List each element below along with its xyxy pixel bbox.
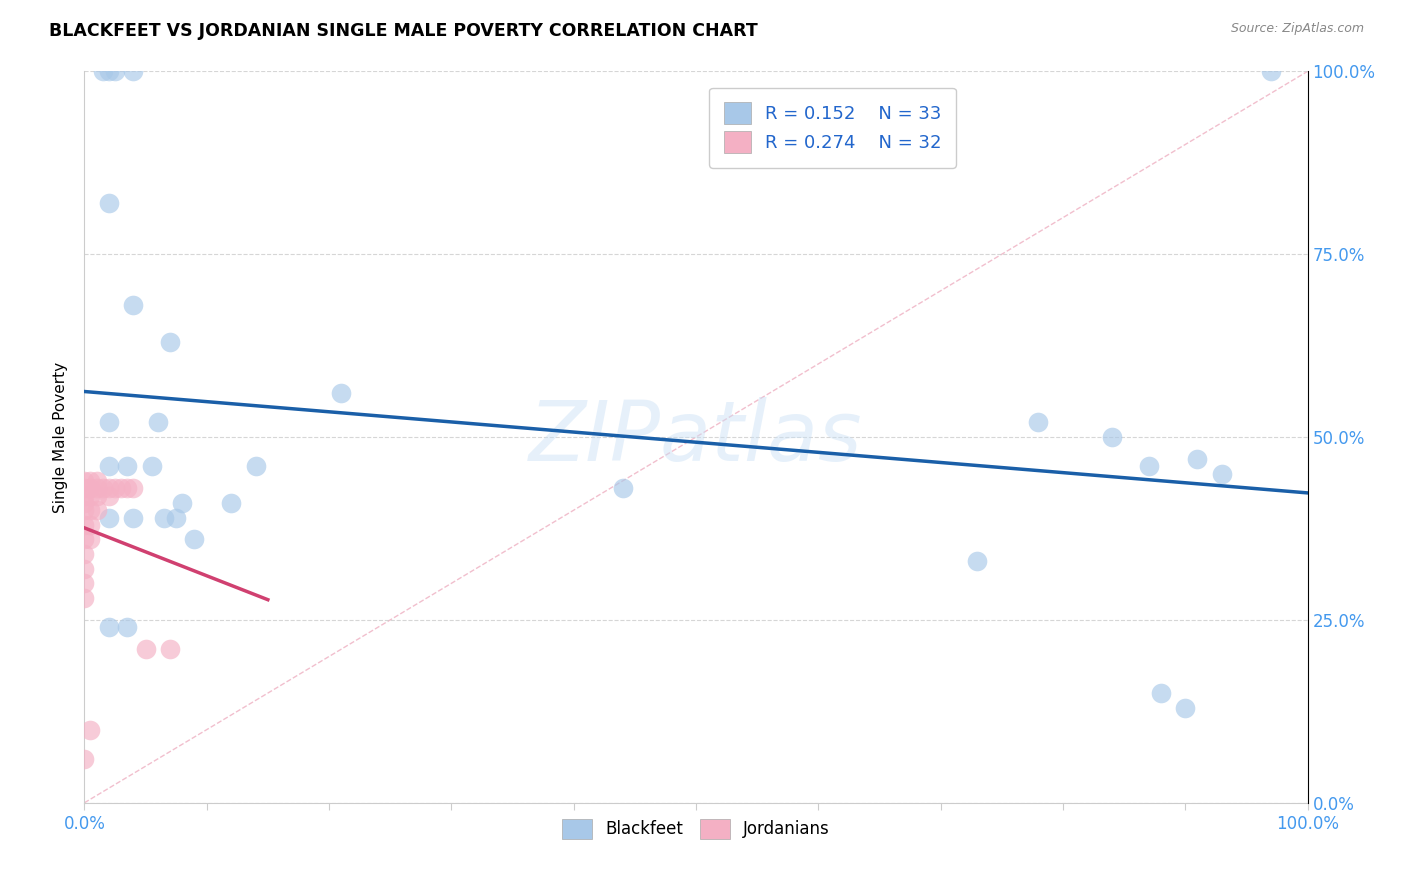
Point (73, 533, 96, 547)
Point (330, 386, 353, 401)
Point (159, 642, 181, 657)
Y-axis label: Single Male Poverty: Single Male Poverty (53, 361, 69, 513)
Point (79, 517, 101, 532)
Point (86, 481, 108, 495)
Point (245, 459, 267, 474)
Point (97, 64, 120, 78)
Point (79, 723, 101, 737)
Point (79, 481, 101, 495)
Point (104, 481, 127, 495)
Point (115, 459, 138, 474)
Point (1211, 467, 1233, 481)
Point (115, 481, 138, 495)
Point (97, 510, 120, 524)
Point (122, 510, 145, 524)
Point (97, 489, 120, 503)
Point (104, 64, 127, 78)
Text: Source: ZipAtlas.com: Source: ZipAtlas.com (1230, 22, 1364, 36)
Point (73, 547, 96, 561)
Point (122, 64, 145, 78)
Point (97, 481, 120, 495)
Point (91, 64, 114, 78)
Point (135, 642, 157, 657)
Point (1028, 416, 1050, 430)
Point (110, 481, 132, 495)
Point (73, 752, 96, 766)
Point (165, 510, 187, 524)
Point (1187, 452, 1209, 467)
Point (159, 334, 181, 349)
Point (115, 620, 138, 634)
Point (122, 298, 145, 312)
Point (79, 533, 101, 547)
Text: BLACKFEET VS JORDANIAN SINGLE MALE POVERTY CORRELATION CHART: BLACKFEET VS JORDANIAN SINGLE MALE POVER… (49, 22, 758, 40)
Point (1174, 700, 1197, 714)
Point (97, 416, 120, 430)
Point (1150, 686, 1173, 700)
Point (73, 576, 96, 591)
Point (73, 489, 96, 503)
Point (146, 416, 169, 430)
Point (86, 474, 108, 488)
Legend: Blackfeet, Jordanians: Blackfeet, Jordanians (555, 812, 837, 846)
Point (1137, 459, 1160, 474)
Point (966, 554, 988, 568)
Point (172, 496, 194, 510)
Point (73, 474, 96, 488)
Point (183, 533, 205, 547)
Point (97, 459, 120, 474)
Point (79, 474, 101, 488)
Point (141, 459, 163, 474)
Text: ZIPatlas: ZIPatlas (529, 397, 863, 477)
Point (122, 481, 145, 495)
Point (79, 503, 101, 517)
Point (73, 496, 96, 510)
Point (73, 517, 96, 532)
Point (1260, 64, 1282, 78)
Point (86, 503, 108, 517)
Point (153, 510, 176, 524)
Point (73, 562, 96, 576)
Point (79, 489, 101, 503)
Point (219, 496, 242, 510)
Point (612, 481, 634, 495)
Point (73, 481, 96, 495)
Point (97, 620, 120, 634)
Point (86, 489, 108, 503)
Point (1101, 430, 1123, 444)
Point (73, 591, 96, 605)
Point (73, 503, 96, 517)
Point (97, 196, 120, 211)
Point (91, 481, 114, 495)
